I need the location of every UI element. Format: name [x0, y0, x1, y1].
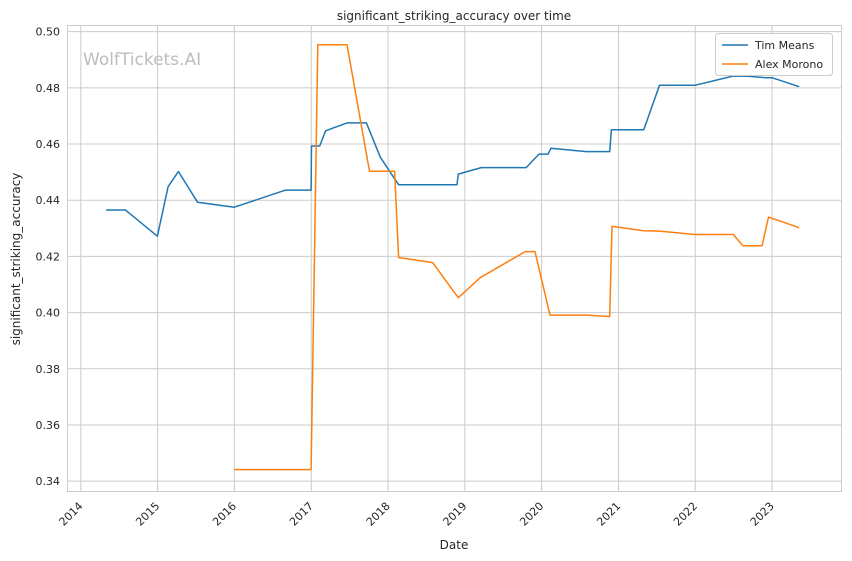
y-tick-label: 0.40 [36, 307, 61, 320]
y-tick-label: 0.46 [36, 138, 61, 151]
x-tick-label: 2014 [57, 500, 86, 529]
x-tick-label: 2019 [441, 500, 470, 529]
x-axis-label: Date [440, 538, 469, 552]
legend: Tim Means Alex Morono [715, 33, 833, 76]
legend-label-alex-morono: Alex Morono [755, 58, 823, 71]
x-tick-label: 2016 [210, 500, 239, 529]
legend-box [715, 33, 833, 76]
x-tick-label: 2023 [748, 500, 777, 529]
y-tick-label: 0.42 [36, 250, 61, 263]
y-tick-label: 0.36 [36, 419, 61, 432]
x-tick-label: 2020 [517, 500, 546, 529]
plot-area [67, 25, 842, 492]
y-tick-label: 0.44 [36, 194, 61, 207]
chart-title: significant_striking_accuracy over time [337, 9, 571, 23]
x-tick-labels: 2014 2015 2016 2017 2018 2019 2020 2021 2022 2023 [57, 500, 777, 529]
y-tick-label: 0.38 [36, 363, 61, 376]
y-tick-label: 0.34 [36, 475, 61, 488]
x-tick-label: 2015 [133, 500, 162, 529]
y-tick-label: 0.48 [36, 82, 61, 95]
series-line-tim-means [106, 75, 800, 237]
y-axis-label: significant_striking_accuracy [9, 173, 23, 346]
x-tick-label: 2018 [364, 500, 393, 529]
legend-label-tim-means: Tim Means [754, 39, 815, 52]
x-tick-label: 2017 [287, 500, 316, 529]
x-tick-label: 2021 [594, 500, 623, 529]
series-line-alex-morono [234, 44, 800, 471]
watermark: WolfTickets.AI [83, 50, 201, 70]
x-tick-label: 2022 [671, 500, 700, 529]
grid [68, 26, 841, 491]
y-tick-labels: 0.34 0.36 0.38 0.40 0.42 0.44 0.46 0.48 0.50 [36, 26, 61, 489]
y-tick-label: 0.50 [36, 26, 61, 39]
series-lines [106, 44, 800, 471]
